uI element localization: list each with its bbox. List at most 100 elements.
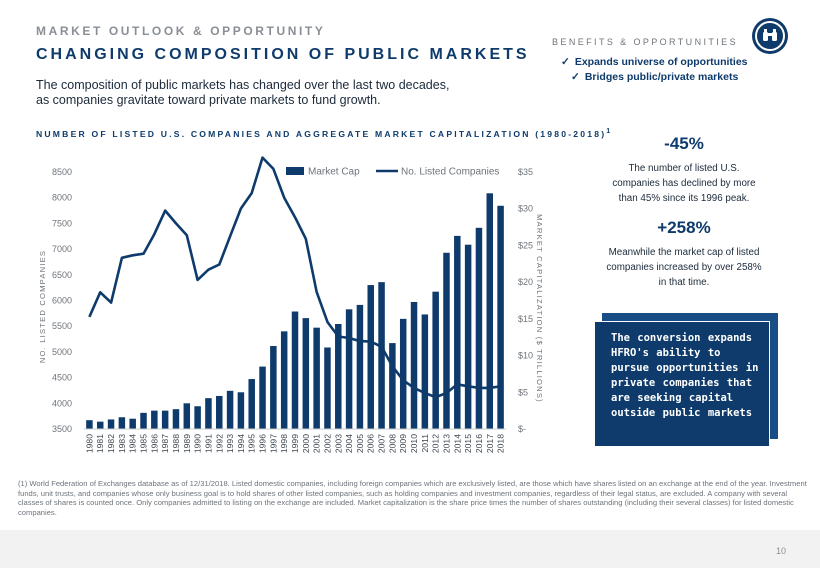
stat-desc-increase: Meanwhile the market cap of listed compa…: [606, 247, 762, 288]
market-cap-bar: [367, 285, 374, 429]
market-cap-bar: [216, 395, 223, 429]
market-cap-bar: [259, 366, 266, 429]
market-cap-bar: [161, 410, 169, 429]
x-tick-label: 1998: [279, 434, 289, 453]
listed-companies-chart: 3500 4000 4500 5000 5500 6000 6500 7000 7500 8000…: [38, 156, 544, 453]
callout-box: The conversion expands HFRO's ability to…: [594, 321, 770, 447]
y-tick-label: 4000: [52, 398, 72, 408]
x-tick-label: 2003: [333, 434, 343, 453]
x-tick-label: 2000: [301, 434, 311, 453]
market-cap-bar: [432, 291, 439, 429]
x-tick-label: 1997: [268, 434, 278, 453]
y-axis-title: NO. LISTED COMPANIES: [38, 250, 47, 363]
market-cap-bar: [129, 418, 136, 429]
y-right-tick-label: $5: [518, 387, 528, 397]
legend-label-listed-companies: No. Listed Companies: [401, 167, 499, 178]
x-tick-label: 1983: [117, 434, 127, 453]
y-tick-label: 6500: [52, 270, 72, 280]
market-cap-bar: [205, 398, 212, 429]
section-label: MARKET OUTLOOK & OPPORTUNITY: [36, 24, 326, 38]
market-cap-bar: [302, 318, 310, 429]
x-tick-label: 2016: [474, 434, 484, 453]
x-tick-label: 1985: [139, 434, 149, 453]
y-tick-label: 3500: [52, 424, 72, 434]
y-tick-label: 6000: [52, 296, 72, 306]
x-tick-label: 2008: [387, 434, 397, 453]
binoculars-icon: [752, 18, 788, 54]
intro-paragraph: The composition of public markets has ch…: [36, 78, 450, 107]
x-tick-label: 1992: [214, 434, 224, 453]
x-tick-label: 1989: [182, 434, 192, 453]
check-icon: ✓: [561, 56, 570, 68]
y-tick-label: 7500: [52, 218, 72, 228]
market-cap-bar: [313, 327, 320, 429]
x-tick-label: 1999: [290, 434, 300, 453]
x-tick-label: 1988: [171, 434, 181, 453]
market-cap-bar: [194, 406, 201, 429]
x-tick-label: 2004: [344, 434, 354, 453]
market-cap-bar: [421, 314, 429, 429]
y-right-tick-label: $15: [518, 314, 533, 324]
y-right-tick-label: $20: [518, 277, 533, 287]
x-tick-label: 1996: [258, 434, 268, 453]
market-cap-bar: [389, 343, 396, 429]
x-tick-label: 1991: [203, 434, 213, 453]
benefits-label: BENEFITS & OPPORTUNITIES: [552, 37, 738, 47]
x-tick-label: 2006: [366, 434, 376, 453]
market-cap-bar: [86, 420, 93, 429]
y-right-tick-label: $10: [518, 351, 533, 361]
y-tick-label: 8500: [52, 167, 72, 177]
y-right-tick-label: $35: [518, 167, 533, 177]
market-cap-bar: [226, 390, 234, 429]
benefit-item-expands: ✓ Expands universe of opportunities: [561, 56, 748, 68]
x-tick-label: 2017: [485, 434, 495, 453]
benefit-text: Expands universe of opportunities: [574, 56, 748, 68]
market-cap-bar: [475, 227, 483, 429]
emblem-ring: [755, 21, 785, 51]
x-tick-label: 2015: [463, 434, 473, 453]
footnote: (1) World Federation of Exchanges databa…: [18, 479, 807, 517]
x-tick-label: 1984: [128, 434, 138, 453]
chart-title: NUMBER OF LISTED U.S. COMPANIES AND AGGR…: [36, 128, 612, 139]
market-cap-bar: [237, 392, 245, 429]
y-tick-label: 8000: [52, 193, 72, 203]
benefit-item-bridges: ✓ Bridges public/private markets: [571, 71, 738, 83]
y-right-tick-label: $30: [518, 204, 533, 214]
market-cap-bar: [356, 304, 364, 429]
market-cap-bar: [172, 409, 180, 429]
chart-title-text: NUMBER OF LISTED U.S. COMPANIES AND AGGR…: [36, 128, 607, 139]
market-cap-bar: [280, 331, 288, 429]
x-tick-label: 2009: [398, 434, 408, 453]
market-cap-bar: [443, 252, 450, 429]
x-tick-label: 1990: [193, 434, 203, 453]
legend-label-market-cap: Market Cap: [308, 167, 360, 178]
x-tick-label: 2018: [496, 434, 506, 453]
x-tick-label: 1995: [247, 434, 257, 453]
market-cap-bar: [107, 419, 115, 429]
y-tick-label: 7000: [52, 244, 72, 254]
chart-legend: Market Cap No. Listed Companies: [286, 167, 499, 178]
x-tick-label: 2002: [322, 434, 332, 453]
market-cap-bar: [140, 412, 147, 429]
stat-value-increase: +258%: [657, 218, 711, 237]
listed-companies-line: [88, 156, 501, 399]
x-tick-label: 1987: [160, 434, 170, 453]
market-cap-bar: [96, 421, 104, 429]
x-tick-label: 2013: [441, 434, 451, 453]
check-icon: ✓: [571, 71, 580, 83]
market-cap-bar: [399, 318, 407, 429]
x-tick-label: 2012: [431, 434, 441, 453]
footer-band: [0, 530, 820, 568]
legend-swatch-market-cap: [286, 167, 304, 175]
market-cap-bar: [183, 403, 191, 429]
market-cap-bar: [497, 205, 504, 429]
x-tick-label: 1994: [236, 434, 246, 453]
x-tick-label: 2001: [312, 434, 322, 453]
market-cap-bar: [454, 235, 461, 429]
callout-text: The conversion expands HFRO's ability to…: [611, 332, 759, 419]
x-tick-label: 1993: [225, 434, 235, 453]
market-cap-bar: [486, 193, 494, 429]
x-tick-label: 1986: [149, 434, 159, 453]
x-tick-label: 2010: [409, 434, 419, 453]
x-tick-label: 2005: [355, 434, 365, 453]
